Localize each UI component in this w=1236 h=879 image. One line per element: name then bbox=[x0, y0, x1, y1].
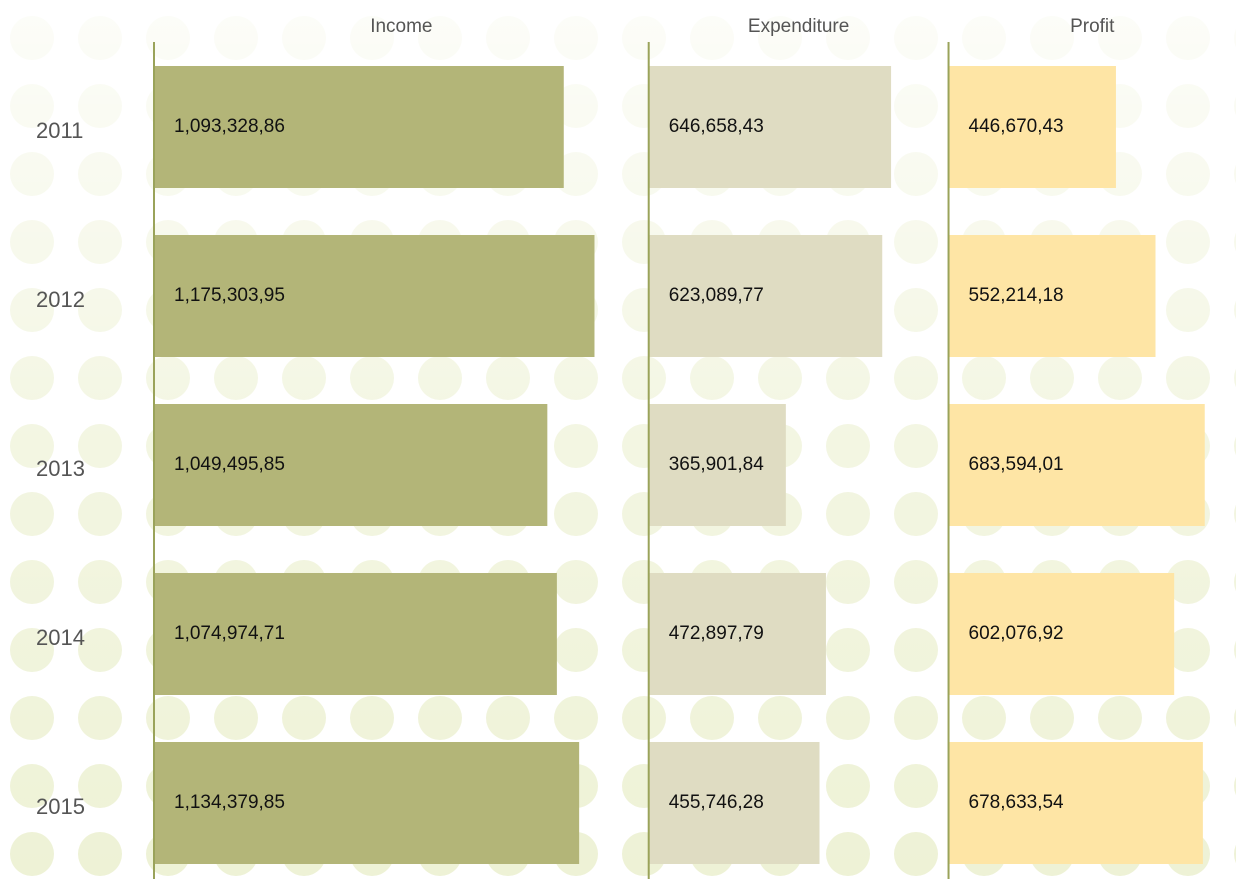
value-label: 683,594,01 bbox=[969, 454, 1064, 475]
bar bbox=[154, 404, 548, 526]
value-label: 1,093,328,86 bbox=[174, 116, 285, 137]
value-label: 678,633,54 bbox=[969, 792, 1065, 813]
value-label: 1,134,379,85 bbox=[174, 792, 285, 813]
y-tick-label: 2015 bbox=[36, 794, 85, 819]
column-header: Income bbox=[370, 16, 432, 37]
value-label: 472,897,79 bbox=[669, 623, 764, 644]
value-label: 365,901,84 bbox=[669, 454, 765, 475]
y-tick-label: 2014 bbox=[36, 625, 85, 650]
value-label: 1,175,303,95 bbox=[174, 285, 285, 306]
bar bbox=[948, 235, 1156, 357]
bar bbox=[154, 235, 595, 357]
value-label: 446,670,43 bbox=[969, 116, 1064, 137]
column-header: Profit bbox=[1070, 16, 1115, 37]
bar bbox=[648, 404, 786, 526]
y-tick-label: 2013 bbox=[36, 456, 85, 481]
y-tick-label: 2011 bbox=[36, 118, 83, 143]
bar bbox=[948, 573, 1175, 695]
bar bbox=[948, 66, 1116, 188]
column-header: Expenditure bbox=[748, 16, 849, 37]
bar bbox=[648, 66, 892, 188]
value-label: 1,074,974,71 bbox=[174, 623, 285, 644]
value-label: 602,076,92 bbox=[969, 623, 1064, 644]
value-label: 552,214,18 bbox=[969, 285, 1064, 306]
bar bbox=[154, 573, 557, 695]
bar bbox=[948, 404, 1205, 526]
bar bbox=[948, 742, 1203, 864]
value-label: 1,049,495,85 bbox=[174, 454, 285, 475]
bar bbox=[154, 66, 564, 188]
value-label: 646,658,43 bbox=[669, 116, 764, 137]
value-label: 455,746,28 bbox=[669, 792, 764, 813]
bar bbox=[154, 742, 580, 864]
value-label: 623,089,77 bbox=[669, 285, 764, 306]
y-tick-label: 2012 bbox=[36, 287, 85, 312]
bar bbox=[648, 573, 826, 695]
bar bbox=[648, 235, 883, 357]
bar bbox=[648, 742, 820, 864]
